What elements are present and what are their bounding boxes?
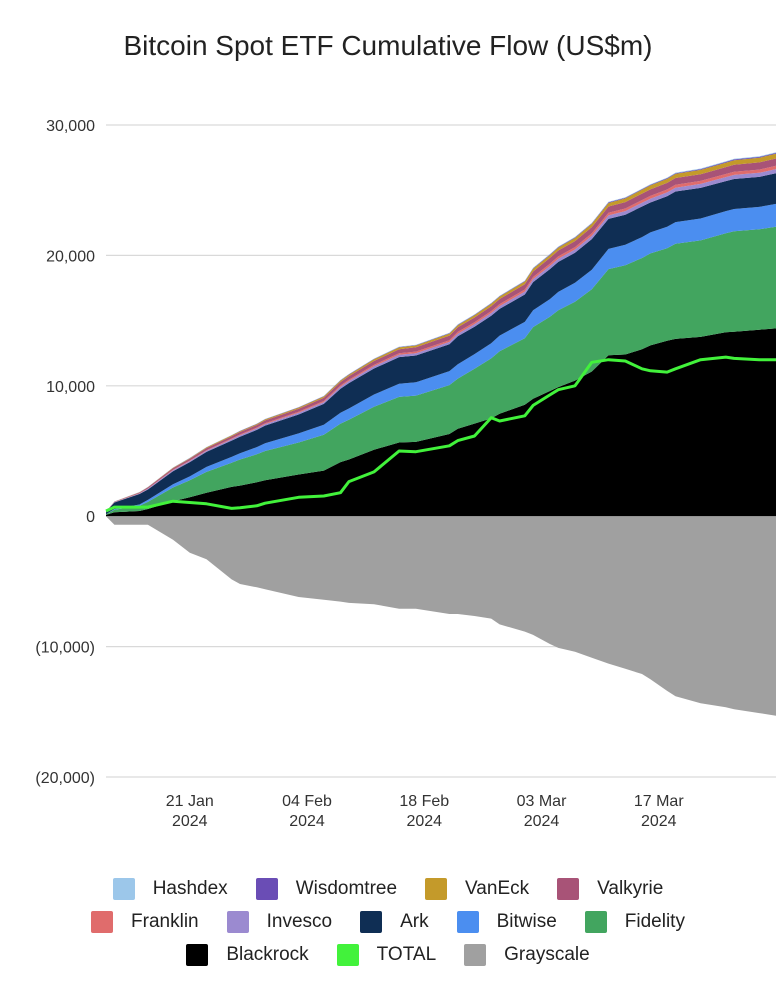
legend-row: Franklin Invesco Ark Bitwise Fidelity xyxy=(0,905,776,938)
legend-label: Valkyrie xyxy=(597,877,664,899)
legend-item-franklin: Franklin xyxy=(91,910,199,933)
legend-swatch xyxy=(584,910,607,933)
area-blackrock xyxy=(106,328,776,517)
x-tick-year: 2024 xyxy=(172,813,208,830)
legend-label: Hashdex xyxy=(152,877,228,899)
legend-item-wisdomtree: Wisdomtree xyxy=(255,877,398,900)
legend-swatch xyxy=(557,877,580,900)
legend-item-total: TOTAL xyxy=(336,943,437,966)
legend-swatch xyxy=(186,943,209,966)
legend-swatch xyxy=(255,877,278,900)
legend-label: Bitwise xyxy=(496,910,557,932)
x-tick-year: 2024 xyxy=(524,813,560,830)
line-total xyxy=(105,355,776,513)
legend-label: Wisdomtree xyxy=(295,877,398,899)
x-tick-year: 2024 xyxy=(406,813,442,830)
legend-label: Blackrock xyxy=(226,943,309,965)
legend-row: Hashdex Wisdomtree VanEck Valkyrie xyxy=(0,872,776,905)
x-tick-year: 2024 xyxy=(289,813,325,830)
area-fidelity xyxy=(106,226,776,515)
y-tick-label: 20,000 xyxy=(46,248,95,265)
chart-title: Bitcoin Spot ETF Cumulative Flow (US$m) xyxy=(123,30,653,61)
legend-item-grayscale: Grayscale xyxy=(464,943,590,966)
x-tick-label: 04 Feb xyxy=(282,793,332,810)
legend-item-fidelity: Fidelity xyxy=(584,910,685,933)
legend-row: Blackrock TOTAL Grayscale xyxy=(0,938,776,971)
x-tick-year: 2024 xyxy=(641,813,677,830)
legend-label: Fidelity xyxy=(624,910,685,932)
area-bitwise xyxy=(106,203,776,515)
legend-swatch xyxy=(360,910,383,933)
y-tick-label: 30,000 xyxy=(46,118,95,135)
legend-item-vaneck: VanEck xyxy=(425,877,530,900)
x-axis-tick-labels: 21 Jan 2024 04 Feb 2024 18 Feb 2024 03 Mar 2024… xyxy=(166,793,685,830)
legend-swatch xyxy=(226,910,249,933)
x-tick-label: 18 Feb xyxy=(399,793,449,810)
legend-swatch xyxy=(91,910,114,933)
legend-item-ark: Ark xyxy=(360,910,429,933)
legend-label: Grayscale xyxy=(504,943,590,965)
legend-swatch xyxy=(464,943,487,966)
stacked-areas xyxy=(106,152,776,716)
legend-swatch xyxy=(112,877,135,900)
y-tick-label: (20,000) xyxy=(35,770,95,787)
legend-item-hashdex: Hashdex xyxy=(112,877,228,900)
x-tick-label: 21 Jan xyxy=(166,793,214,810)
legend-label: TOTAL xyxy=(376,943,437,965)
area-grayscale xyxy=(106,516,776,716)
y-tick-label: 10,000 xyxy=(46,379,95,396)
x-tick-label: 17 Mar xyxy=(634,793,684,810)
legend-swatch xyxy=(336,943,359,966)
legend-label: Franklin xyxy=(131,910,199,932)
area-ark xyxy=(106,173,776,515)
legend-item-valkyrie: Valkyrie xyxy=(557,877,664,900)
legend-label: VanEck xyxy=(465,877,530,899)
y-tick-label: (10,000) xyxy=(35,640,95,657)
x-tick-label: 03 Mar xyxy=(517,793,567,810)
chart-plot: 30,000 20,000 10,000 0 (10,000) (20,000) 21 J… xyxy=(35,118,776,830)
legend-swatch xyxy=(456,910,479,933)
legend-swatch xyxy=(425,877,448,900)
legend-item-bitwise: Bitwise xyxy=(456,910,557,933)
legend-item-invesco: Invesco xyxy=(226,910,333,933)
legend: Hashdex Wisdomtree VanEck Valkyrie Frank… xyxy=(0,872,776,971)
legend-label: Invesco xyxy=(266,910,333,932)
total-line xyxy=(105,355,776,513)
legend-item-blackrock: Blackrock xyxy=(186,943,309,966)
legend-label: Ark xyxy=(400,910,429,932)
y-tick-label: 0 xyxy=(86,509,95,526)
y-axis-tick-labels: 30,000 20,000 10,000 0 (10,000) (20,000) xyxy=(35,118,95,787)
